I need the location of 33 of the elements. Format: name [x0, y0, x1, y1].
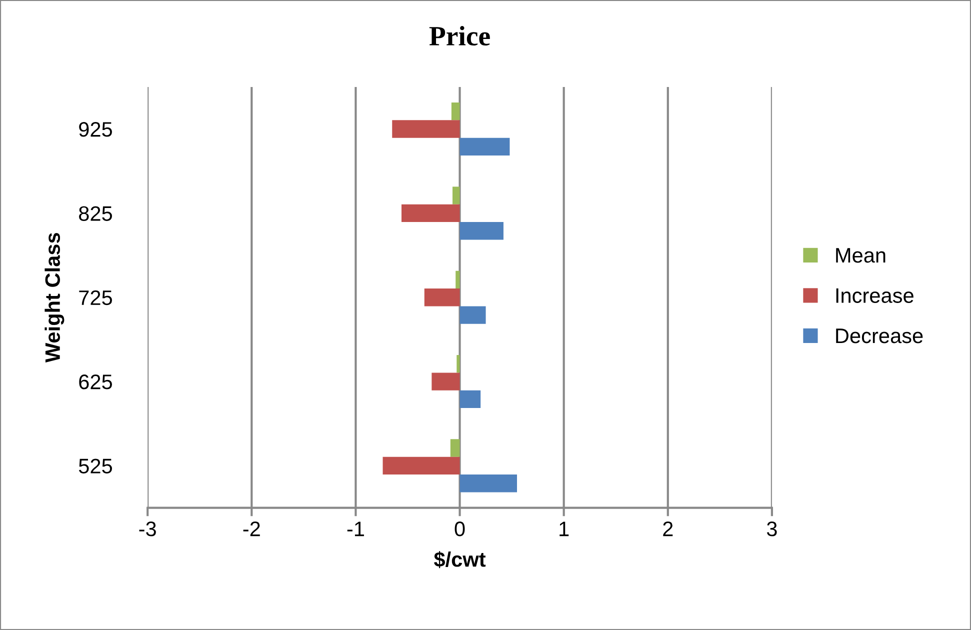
bar [382, 456, 460, 475]
bar [460, 390, 481, 408]
x-axis-title: $/cwt [434, 551, 486, 568]
y-tick-label: 725 [79, 290, 112, 306]
y-tick-label: 825 [79, 206, 112, 221]
bar [432, 372, 460, 390]
bar [424, 288, 460, 306]
y-tick-label: 925 [79, 122, 112, 137]
bar [451, 102, 460, 120]
legend-label: Decrease [836, 328, 923, 344]
bar [460, 474, 517, 492]
bar [452, 186, 460, 204]
y-tick-label: 525 [78, 458, 112, 474]
bar [460, 138, 510, 156]
x-tick-label: 1 [560, 522, 569, 536]
bar [460, 222, 504, 240]
bar [401, 204, 460, 222]
bar [392, 120, 460, 138]
x-tick-label: -1 [347, 522, 364, 536]
x-tick-label: -3 [139, 522, 156, 536]
x-tick-label: 3 [766, 522, 777, 536]
x-tick-label: 0 [454, 522, 465, 536]
x-tick-label: 2 [663, 522, 673, 536]
bar [456, 270, 460, 289]
legend-label: Mean [836, 248, 886, 263]
y-axis-title: Weight Class [44, 232, 64, 363]
x-tick-label: -2 [243, 522, 260, 536]
bar [460, 306, 486, 324]
legend-label: Increase [836, 288, 914, 303]
bar [450, 439, 460, 457]
y-tick-label: 625 [79, 374, 112, 390]
bar [456, 355, 460, 373]
chart-title: Price [429, 26, 490, 46]
